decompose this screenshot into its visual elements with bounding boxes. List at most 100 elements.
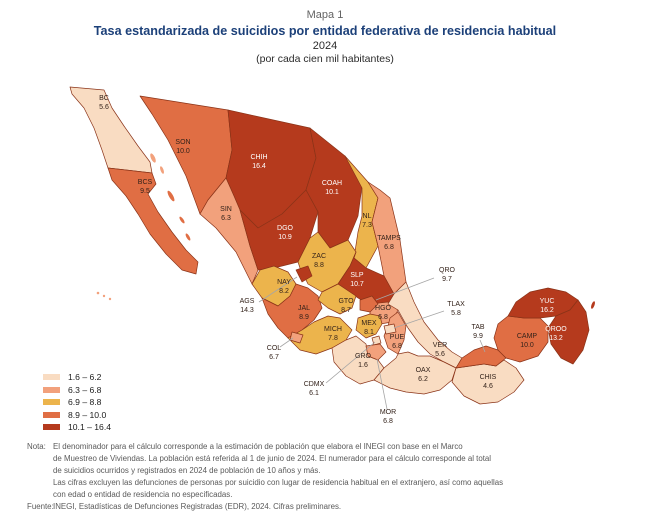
- note-line: El denominador para el cálculo correspon…: [53, 442, 463, 451]
- state-label-col: COL: [267, 345, 282, 352]
- legend-item: 10.1 – 16.4: [43, 421, 111, 434]
- state-value-zac: 8.8: [314, 262, 324, 269]
- state-label-cdmx: CDMX: [304, 381, 325, 388]
- state-label-bcs: BCS: [138, 179, 153, 186]
- state-mex: [355, 313, 383, 339]
- state-label-slp: SLP: [350, 272, 364, 279]
- state-qroo: [547, 299, 590, 365]
- state-value-son: 10.0: [176, 148, 190, 155]
- state-mor: [365, 343, 387, 361]
- legend-item: 6.3 – 6.8: [43, 384, 111, 397]
- state-value-cdmx: 6.1: [309, 390, 319, 397]
- state-label-nl: NL: [363, 213, 372, 220]
- note-line: Las cifras excluyen las defunciones de p…: [53, 478, 504, 487]
- state-oax: [373, 351, 457, 395]
- state-value-yuc: 16.2: [540, 307, 554, 314]
- note-line: con edad o entidad de residencia no espe…: [53, 490, 233, 499]
- state-value-jal: 8.9: [299, 314, 309, 321]
- source-label: Fuente:: [27, 502, 54, 511]
- state-label-camp: CAMP: [517, 333, 538, 340]
- map-legend: 1.6 – 6.2 6.3 – 6.8 6.9 – 8.8 8.9 – 10.0 10.…: [43, 371, 111, 434]
- state-value-nl: 7.3: [362, 222, 372, 229]
- source-text: INEGI, Estadísticas de Defunciones Regis…: [53, 502, 342, 511]
- state-label-son: SON: [175, 139, 190, 146]
- state-label-gro: GRO: [355, 353, 372, 360]
- state-bc: [69, 86, 153, 174]
- state-label-nay: NAY: [277, 279, 291, 286]
- island: [108, 297, 112, 301]
- legend-item: 1.6 – 6.2: [43, 371, 111, 384]
- note-label: Nota:: [27, 442, 46, 451]
- state-label-ver: VER: [433, 342, 447, 349]
- state-value-col: 6.7: [269, 354, 279, 361]
- state-value-mex: 8.1: [364, 329, 374, 336]
- state-label-qroo: QROO: [545, 326, 567, 333]
- legend-range-label: 10.1 – 16.4: [68, 422, 112, 433]
- note-line: de suicidios ocurridos y registrados en …: [53, 466, 321, 475]
- state-label-jal: JAL: [298, 305, 310, 312]
- state-label-mor: MOR: [380, 409, 396, 416]
- state-coah: [305, 127, 363, 249]
- state-value-slp: 10.7: [350, 281, 364, 288]
- legend-range-label: 6.3 – 6.8: [68, 384, 102, 395]
- state-value-sin: 6.3: [221, 215, 231, 222]
- state-value-gro: 1.6: [358, 362, 368, 369]
- figure-notes: Nota: El denominador para el cálculo cor…: [27, 441, 627, 513]
- state-value-tab: 9.9: [473, 333, 483, 340]
- legend-range-label: 8.9 – 10.0: [68, 409, 107, 420]
- state-label-bc: BC: [99, 95, 109, 102]
- state-ags: [295, 265, 313, 283]
- island: [185, 233, 191, 241]
- state-value-ags: 14.3: [240, 307, 254, 314]
- state-value-tamps: 6.8: [384, 244, 394, 251]
- leader-line-ags: [258, 276, 298, 303]
- state-label-chis: CHIS: [480, 374, 497, 381]
- state-gto: [317, 283, 357, 315]
- state-label-mex: MEX: [361, 320, 377, 327]
- state-value-camp: 10.0: [520, 342, 534, 349]
- state-qro: [359, 295, 379, 313]
- island: [167, 190, 175, 202]
- state-value-dgo: 10.9: [278, 234, 292, 241]
- state-value-qroo: 13.2: [549, 335, 563, 342]
- legend-range-label: 1.6 – 6.2: [68, 372, 102, 383]
- state-label-pue: PUE: [390, 334, 405, 341]
- figure-year: 2024: [312, 40, 338, 52]
- legend-swatch: [43, 399, 60, 406]
- state-bcs: [107, 167, 199, 275]
- legend-item: 6.9 – 8.8: [43, 396, 111, 409]
- state-value-tlax: 5.8: [451, 310, 461, 317]
- state-label-gto: GTO: [338, 298, 354, 305]
- island: [96, 291, 100, 295]
- state-col: [289, 331, 304, 344]
- leader-line-col: [279, 337, 294, 348]
- state-value-mich: 7.8: [328, 335, 338, 342]
- state-value-gto: 8.7: [341, 307, 351, 314]
- figure-unit-subtitle: (por cada cien mil habitantes): [256, 53, 394, 65]
- state-value-nay: 8.2: [279, 288, 289, 295]
- note-line: de Muestreo de Viviendas. La población e…: [53, 454, 492, 463]
- state-value-oax: 6.2: [418, 376, 428, 383]
- legend-swatch: [43, 411, 60, 418]
- leader-line-tlax: [393, 310, 445, 329]
- island: [160, 166, 164, 174]
- state-label-hgo: HGO: [375, 305, 392, 312]
- state-gro: [331, 335, 385, 385]
- state-value-qro: 9.7: [442, 276, 452, 283]
- state-label-tamps: TAMPS: [377, 235, 401, 242]
- island: [179, 216, 185, 224]
- state-value-ver: 5.6: [435, 351, 445, 358]
- state-label-zac: ZAC: [312, 253, 326, 260]
- state-value-bcs: 9.5: [140, 188, 150, 195]
- figure-header: Mapa 1 Tasa estandarizada de suicidios p…: [0, 8, 650, 66]
- island: [150, 153, 156, 163]
- state-label-yuc: YUC: [540, 298, 555, 305]
- state-label-mich: MICH: [324, 326, 342, 333]
- island: [591, 301, 595, 309]
- state-value-mor: 6.8: [383, 418, 393, 425]
- leader-line-tab: [479, 339, 486, 353]
- leader-line-mor: [376, 358, 388, 410]
- state-value-hgo: 6.8: [378, 314, 388, 321]
- state-label-qro: QRO: [439, 267, 456, 274]
